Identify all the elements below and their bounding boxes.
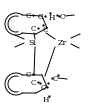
Text: C: C [30,78,36,86]
Text: C: C [30,25,36,33]
Text: C: C [52,74,58,82]
Text: C: C [59,13,65,21]
Text: C: C [40,83,46,91]
Text: H: H [49,14,55,22]
Text: C: C [42,26,48,34]
Text: C: C [25,70,31,78]
Text: C: C [37,13,43,21]
Text: H: H [43,95,49,103]
Text: Zr: Zr [57,39,67,47]
Text: C: C [25,12,31,20]
Text: Si: Si [28,39,36,47]
